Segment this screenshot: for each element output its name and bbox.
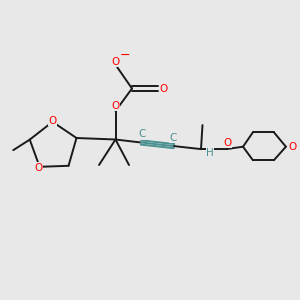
Text: O: O <box>288 142 297 152</box>
Text: O: O <box>159 83 168 94</box>
Text: −: − <box>120 49 131 62</box>
Text: H: H <box>206 148 214 158</box>
Text: O: O <box>223 137 231 148</box>
Text: O: O <box>111 100 120 111</box>
Text: C: C <box>170 133 177 143</box>
Text: O: O <box>34 163 42 173</box>
Text: O: O <box>111 56 120 67</box>
Text: C: C <box>138 129 145 139</box>
Text: O: O <box>48 116 57 126</box>
